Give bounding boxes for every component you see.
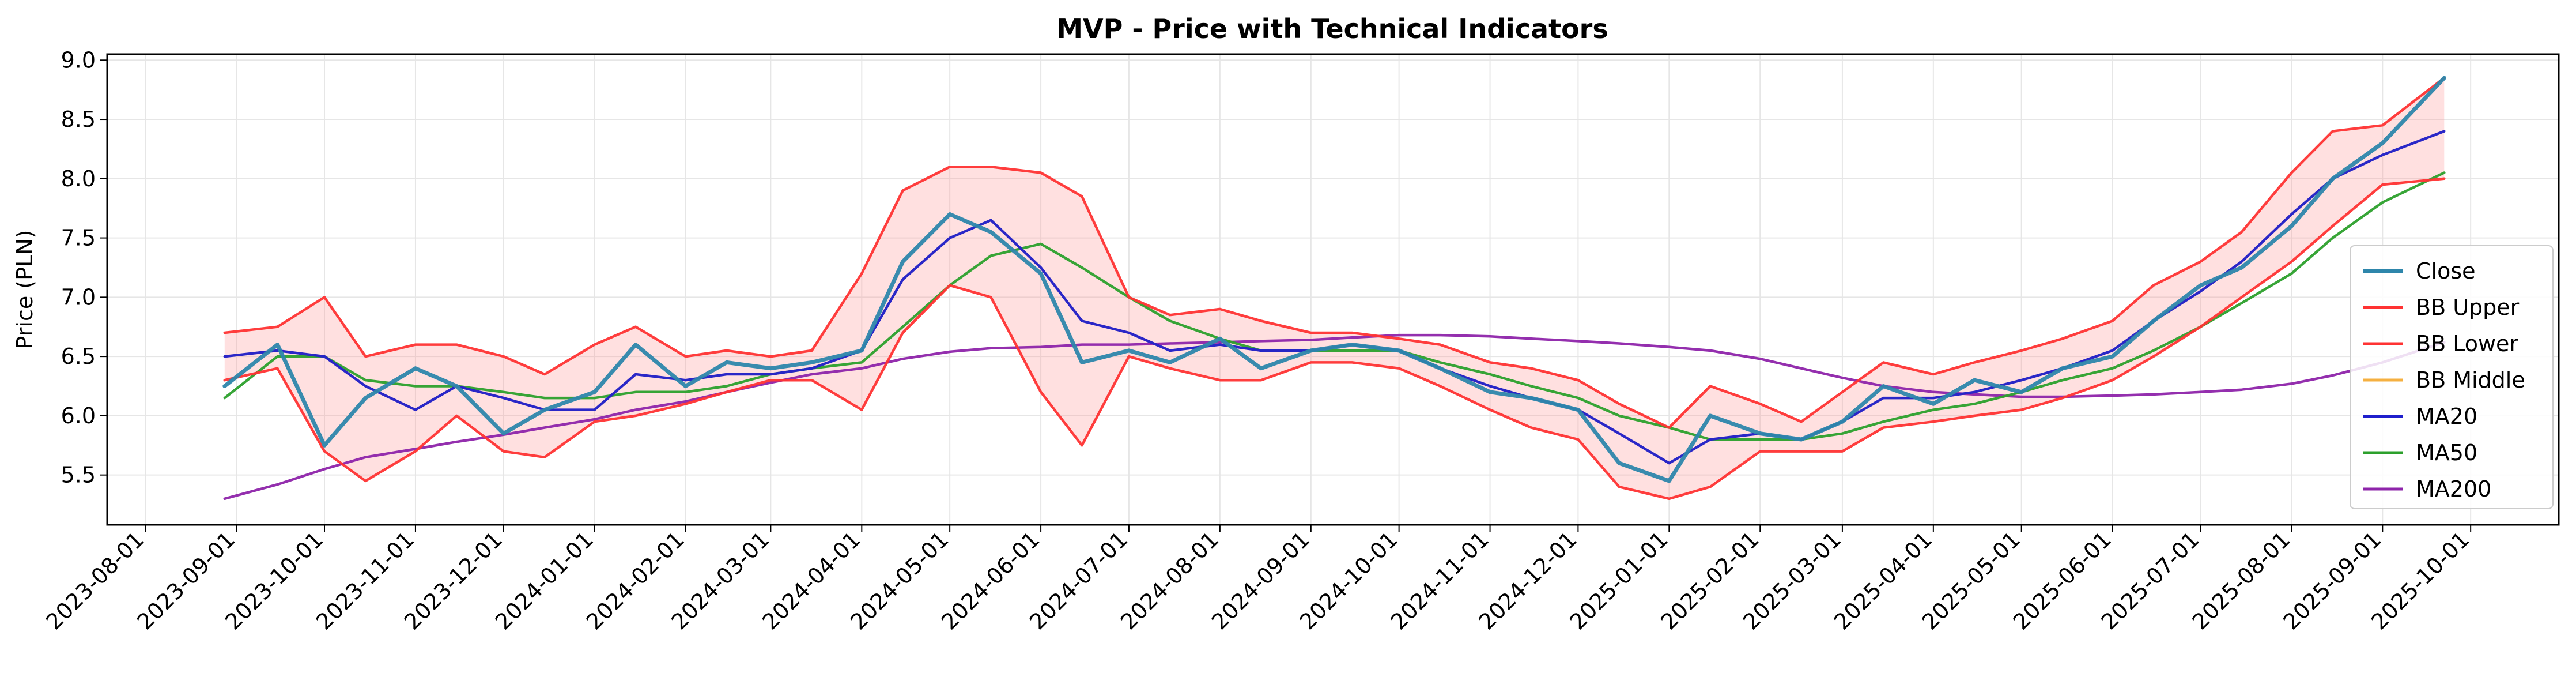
y-tick-label: 9.0: [61, 47, 96, 73]
x-tick-label: 2024-01-01: [490, 527, 598, 634]
series-line-ma200: [223, 333, 2446, 501]
series-line-bb-lower: [223, 177, 2446, 501]
legend-label-bb-lower: BB Lower: [2416, 331, 2518, 356]
chart-title: MVP - Price with Technical Indicators: [1056, 13, 1608, 44]
series-lines: [222, 76, 2446, 501]
series-line-close: [222, 76, 2446, 483]
x-tick-label: 2025-08-01: [2187, 527, 2295, 634]
bollinger-band-fill: [224, 78, 2445, 499]
series-line-ma50: [223, 171, 2446, 441]
legend-label-close: Close: [2416, 258, 2476, 284]
y-tick-label: 7.5: [61, 225, 96, 251]
y-axis-label: Price (PLN): [12, 230, 37, 349]
legend-frame: [2350, 245, 2554, 509]
y-axis-ticks: 5.5 6.0 6.5 7.0 7.5 8.0 8.5 9.0: [61, 47, 107, 488]
y-tick-label: 7.0: [61, 284, 96, 310]
y-tick-label: 6.5: [61, 344, 96, 369]
plot-frame: [106, 53, 2560, 526]
x-axis-ticks: 2023-08-012023-09-012023-10-012023-11-01…: [41, 525, 2475, 635]
legend-label-ma20: MA20: [2416, 404, 2477, 429]
y-tick-label: 8.5: [61, 107, 96, 132]
legend-label-bb-upper: BB Upper: [2416, 295, 2520, 320]
x-tick-label: 2024-08-01: [1116, 527, 1223, 634]
bb-band-area: [224, 78, 2445, 499]
y-tick-label: 5.5: [61, 463, 96, 488]
legend-label-ma200: MA200: [2416, 476, 2491, 502]
legend: Close BB Upper BB Lower BB Middle MA20 MA50 MA…: [2350, 245, 2554, 509]
grid: [107, 54, 2559, 525]
x-tick-label: 2023-08-01: [41, 527, 149, 634]
y-tick-label: 8.0: [61, 166, 96, 191]
series-line-bb-upper: [223, 76, 2446, 429]
legend-label-ma50: MA50: [2416, 440, 2477, 465]
legend-label-bb-middle: BB Middle: [2416, 367, 2525, 393]
x-tick-label: 2025-01-01: [1565, 527, 1672, 634]
y-tick-label: 6.0: [61, 403, 96, 428]
